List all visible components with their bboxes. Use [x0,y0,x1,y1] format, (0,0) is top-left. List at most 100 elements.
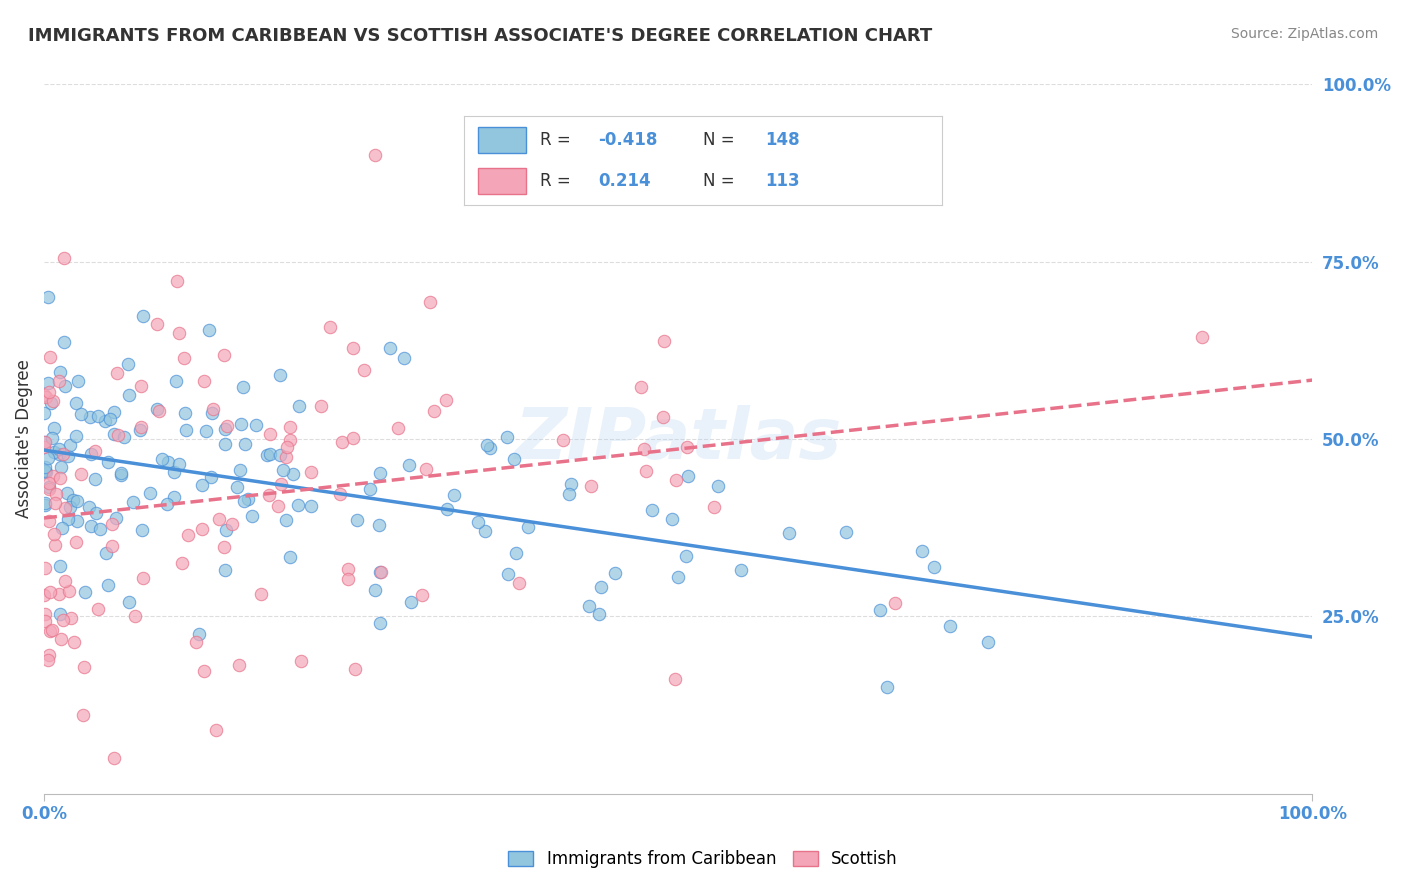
Immigrants from Caribbean [640,503,662,517]
Immigrants from Caribbean [97,578,120,592]
Immigrants from Caribbean [288,400,311,414]
Immigrants from Caribbean [66,514,89,528]
Immigrants from Caribbean [259,447,281,461]
Scottish [330,434,353,449]
Scottish [278,419,301,434]
Scottish [34,440,56,454]
Scottish [105,366,128,380]
Scottish [191,522,214,536]
Scottish [32,588,55,602]
Immigrants from Caribbean [269,448,291,462]
Scottish [319,319,342,334]
Scottish [270,477,292,491]
Immigrants from Caribbean [169,457,191,471]
Immigrants from Caribbean [146,401,169,416]
Scottish [44,538,66,552]
Scottish [45,487,67,501]
Scottish [309,399,332,413]
Immigrants from Caribbean [131,309,153,323]
Text: R =: R = [540,131,576,149]
Immigrants from Caribbean [35,465,58,479]
Immigrants from Caribbean [503,452,526,467]
Scottish [48,375,70,389]
Scottish [52,613,75,627]
Immigrants from Caribbean [835,524,858,539]
Immigrants from Caribbean [232,493,254,508]
Immigrants from Caribbean [86,506,108,520]
Scottish [38,648,60,662]
Immigrants from Caribbean [245,418,267,433]
Immigrants from Caribbean [368,616,391,631]
Immigrants from Caribbean [34,406,56,420]
Immigrants from Caribbean [359,482,381,496]
Immigrants from Caribbean [240,508,263,523]
Immigrants from Caribbean [588,607,610,621]
Immigrants from Caribbean [118,388,141,402]
Immigrants from Caribbean [53,378,76,392]
Scottish [38,475,60,490]
Immigrants from Caribbean [194,425,217,439]
Immigrants from Caribbean [278,550,301,565]
Immigrants from Caribbean [666,570,689,584]
Immigrants from Caribbean [276,513,298,527]
Scottish [37,653,59,667]
Scottish [579,479,602,493]
Immigrants from Caribbean [436,501,458,516]
Scottish [72,660,94,674]
Scottish [184,634,207,648]
Scottish [212,348,235,362]
Scottish [193,664,215,678]
Immigrants from Caribbean [200,470,222,484]
Text: N =: N = [703,172,740,190]
Scottish [633,442,655,456]
Immigrants from Caribbean [215,523,238,537]
Scottish [42,469,65,483]
Immigrants from Caribbean [346,513,368,527]
Immigrants from Caribbean [110,468,132,483]
Immigrants from Caribbean [152,451,174,466]
Scottish [34,435,56,450]
Immigrants from Caribbean [103,405,125,419]
Scottish [39,350,62,364]
Scottish [48,587,70,601]
Scottish [107,428,129,442]
Immigrants from Caribbean [131,523,153,537]
Scottish [266,499,288,513]
Immigrants from Caribbean [56,449,79,463]
Scottish [276,450,298,465]
Immigrants from Caribbean [65,429,87,443]
Immigrants from Caribbean [89,522,111,536]
Immigrants from Caribbean [122,495,145,509]
Immigrants from Caribbean [226,480,249,494]
Immigrants from Caribbean [41,431,63,445]
Immigrants from Caribbean [558,487,581,501]
Immigrants from Caribbean [730,563,752,577]
Immigrants from Caribbean [229,462,252,476]
Scottish [364,148,387,162]
Immigrants from Caribbean [105,510,128,524]
Scottish [652,334,675,348]
Immigrants from Caribbean [37,290,59,304]
Immigrants from Caribbean [368,466,391,480]
Scottish [370,565,392,579]
Scottish [205,723,228,737]
Immigrants from Caribbean [869,603,891,617]
Scottish [419,295,441,310]
Immigrants from Caribbean [156,497,179,511]
Scottish [173,351,195,365]
Text: Source: ZipAtlas.com: Source: ZipAtlas.com [1230,27,1378,41]
Y-axis label: Associate's Degree: Associate's Degree [15,359,32,518]
Scottish [129,419,152,434]
Scottish [636,464,658,478]
Scottish [336,573,359,587]
Immigrants from Caribbean [281,467,304,481]
Immigrants from Caribbean [505,546,527,560]
Scottish [221,517,243,532]
Immigrants from Caribbean [229,417,252,432]
Immigrants from Caribbean [39,395,62,409]
Immigrants from Caribbean [287,498,309,512]
Immigrants from Caribbean [53,334,76,349]
Scottish [290,654,312,668]
Scottish [703,500,725,514]
Immigrants from Caribbean [924,560,946,574]
